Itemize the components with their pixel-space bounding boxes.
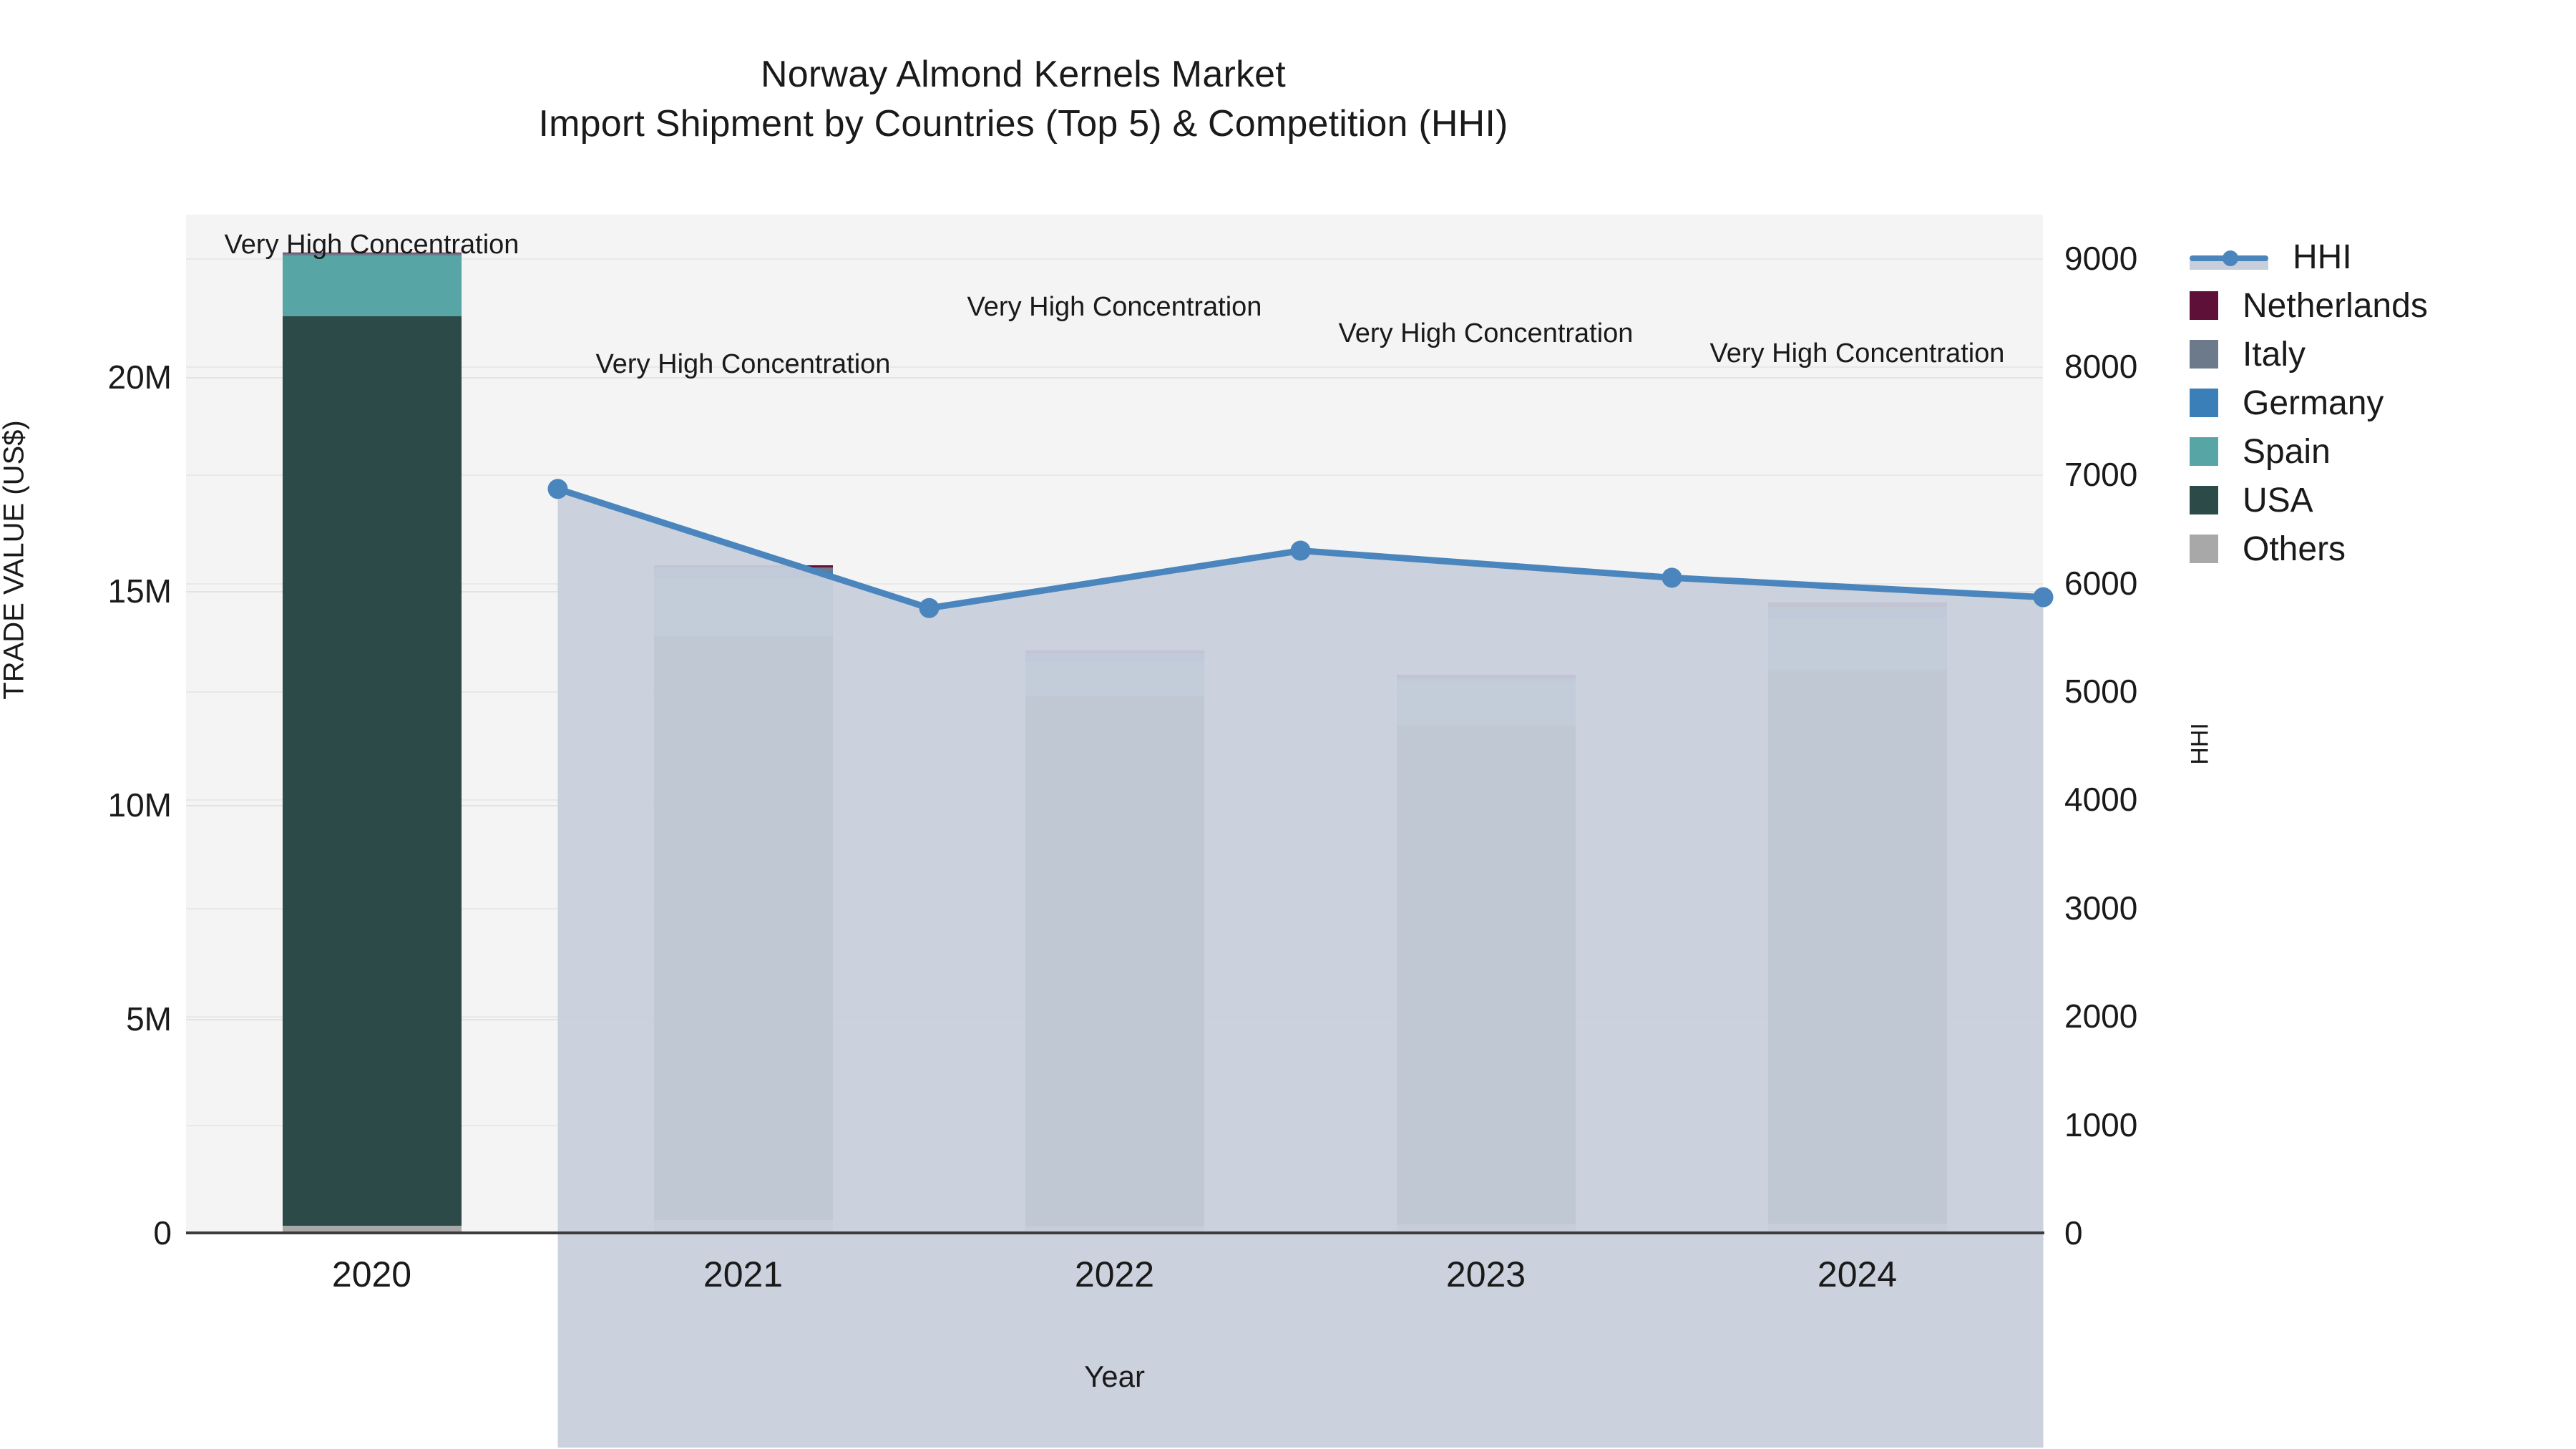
bar-stack[interactable] bbox=[282, 215, 462, 1233]
bar-segment-italy[interactable] bbox=[282, 253, 462, 256]
bar-stack[interactable] bbox=[1396, 215, 1576, 1233]
concentration-annotation: Very High Concentration bbox=[967, 291, 1262, 322]
y-axis-right-tick-label: 4000 bbox=[2064, 781, 2138, 819]
y-axis-right-tick-label: 2000 bbox=[2064, 997, 2138, 1035]
legend-label: Others bbox=[2243, 530, 2346, 568]
bar-segment-germany[interactable] bbox=[653, 571, 833, 579]
chart-title-line-1: Norway Almond Kernels Market bbox=[761, 54, 1286, 95]
bar-segment-netherlands[interactable] bbox=[1025, 650, 1204, 653]
legend-label: HHI bbox=[2293, 238, 2352, 276]
bar-segment-usa[interactable] bbox=[1025, 696, 1204, 1227]
bar-stack[interactable] bbox=[1025, 215, 1204, 1233]
bar-segment-netherlands[interactable] bbox=[1767, 602, 1947, 608]
bar-segment-spain[interactable] bbox=[653, 578, 833, 636]
y-axis-right-tick-label: 9000 bbox=[2064, 239, 2138, 277]
bar-segment-usa[interactable] bbox=[282, 316, 462, 1226]
legend-label: Spain bbox=[2243, 432, 2331, 471]
y-axis-left-tick-label: 5M bbox=[126, 1000, 172, 1038]
y-axis-right-label: HHI bbox=[2186, 723, 2214, 765]
bar-segment-usa[interactable] bbox=[1396, 726, 1576, 1225]
x-axis-label: Year bbox=[1084, 1360, 1145, 1393]
bar-segment-italy[interactable] bbox=[1396, 678, 1576, 680]
gridline bbox=[186, 474, 2043, 477]
x-axis-tick-label: 2020 bbox=[331, 1254, 412, 1294]
y-axis-right-tick-label: 5000 bbox=[2064, 673, 2138, 711]
legend-line-marker-icon bbox=[2190, 243, 2268, 271]
legend-label: Netherlands bbox=[2243, 286, 2428, 325]
y-axis-right-tick-label: 7000 bbox=[2064, 456, 2138, 494]
concentration-annotation: Very High Concentration bbox=[1709, 338, 2005, 369]
y-axis-right-tick-label: 6000 bbox=[2064, 564, 2138, 602]
bar-segment-netherlands[interactable] bbox=[1396, 674, 1576, 678]
bar-segment-usa[interactable] bbox=[1767, 669, 1947, 1224]
x-axis-tick-label: 2021 bbox=[703, 1254, 784, 1294]
hhi-marker[interactable] bbox=[547, 479, 568, 499]
chart-title-line-2: Import Shipment by Countries (Top 5) & C… bbox=[538, 102, 1508, 145]
gridline bbox=[186, 377, 2043, 379]
legend-label: Germany bbox=[2243, 384, 2384, 422]
x-axis-tick-label: 2024 bbox=[1817, 1254, 1898, 1294]
legend-label: Italy bbox=[2243, 335, 2306, 374]
bar-segment-usa[interactable] bbox=[653, 635, 833, 1221]
bar-segment-others[interactable] bbox=[282, 1225, 462, 1233]
legend-swatch-icon bbox=[2190, 389, 2218, 417]
legend-item-usa[interactable]: USA bbox=[2190, 476, 2428, 525]
legend-swatch-icon bbox=[2190, 437, 2218, 466]
hhi-marker[interactable] bbox=[919, 597, 940, 618]
y-axis-right-tick-label: 1000 bbox=[2064, 1106, 2138, 1143]
y-axis-right-tick-label: 3000 bbox=[2064, 889, 2138, 927]
hhi-marker[interactable] bbox=[1290, 540, 1311, 561]
bar-segment-spain[interactable] bbox=[282, 255, 462, 317]
bar-segment-spain[interactable] bbox=[1767, 618, 1947, 670]
concentration-annotation: Very High Concentration bbox=[1338, 318, 1634, 349]
bar-segment-germany[interactable] bbox=[1767, 610, 1947, 618]
legend-item-spain[interactable]: Spain bbox=[2190, 427, 2428, 476]
bar-segment-italy[interactable] bbox=[1767, 607, 1947, 611]
bar-segment-italy[interactable] bbox=[653, 567, 833, 572]
legend-swatch-icon bbox=[2190, 486, 2218, 514]
y-axis-left-tick-label: 15M bbox=[107, 572, 172, 610]
legend-item-germany[interactable]: Germany bbox=[2190, 379, 2428, 427]
legend-item-netherlands[interactable]: Netherlands bbox=[2190, 281, 2428, 330]
legend-label: USA bbox=[2243, 481, 2313, 519]
y-axis-left-label: TRADE VALUE (US$) bbox=[0, 420, 30, 700]
legend-swatch-icon bbox=[2190, 535, 2218, 563]
hhi-marker[interactable] bbox=[1662, 567, 1682, 588]
legend-swatch-icon bbox=[2190, 291, 2218, 320]
chart-title: Norway Almond Kernels Market Import Ship… bbox=[0, 50, 2046, 148]
legend-swatch-icon bbox=[2190, 340, 2218, 369]
x-axis-tick-label: 2023 bbox=[1445, 1254, 1526, 1294]
legend-item-others[interactable]: Others bbox=[2190, 525, 2428, 573]
legend-item-hhi[interactable]: HHI bbox=[2190, 233, 2428, 281]
concentration-annotation: Very High Concentration bbox=[595, 348, 891, 379]
bar-segment-spain[interactable] bbox=[1396, 680, 1576, 726]
gridline bbox=[186, 258, 2043, 260]
y-axis-left-tick-label: 10M bbox=[107, 786, 172, 824]
y-axis-right-tick-label: 0 bbox=[2064, 1214, 2083, 1252]
x-axis-tick-label: 2022 bbox=[1074, 1254, 1155, 1294]
y-axis-left-tick-label: 20M bbox=[107, 358, 172, 396]
hhi-marker[interactable] bbox=[2033, 587, 2054, 608]
y-axis-left-tick-label: 0 bbox=[153, 1214, 172, 1252]
x-axis-line bbox=[186, 1231, 2044, 1234]
gridline bbox=[186, 366, 2043, 368]
y-axis-right-tick-label: 8000 bbox=[2064, 347, 2138, 385]
concentration-annotation: Very High Concentration bbox=[224, 230, 519, 260]
bar-segment-germany[interactable] bbox=[1025, 653, 1204, 662]
bar-segment-netherlands[interactable] bbox=[653, 565, 833, 568]
bar-segment-germany[interactable] bbox=[1396, 679, 1576, 681]
bar-segment-spain[interactable] bbox=[1025, 661, 1204, 696]
chart-legend: HHI Netherlands Italy Germany Spain USA Others bbox=[2190, 233, 2428, 573]
hhi-line-series bbox=[547, 479, 2054, 1448]
legend-item-italy[interactable]: Italy bbox=[2190, 330, 2428, 379]
